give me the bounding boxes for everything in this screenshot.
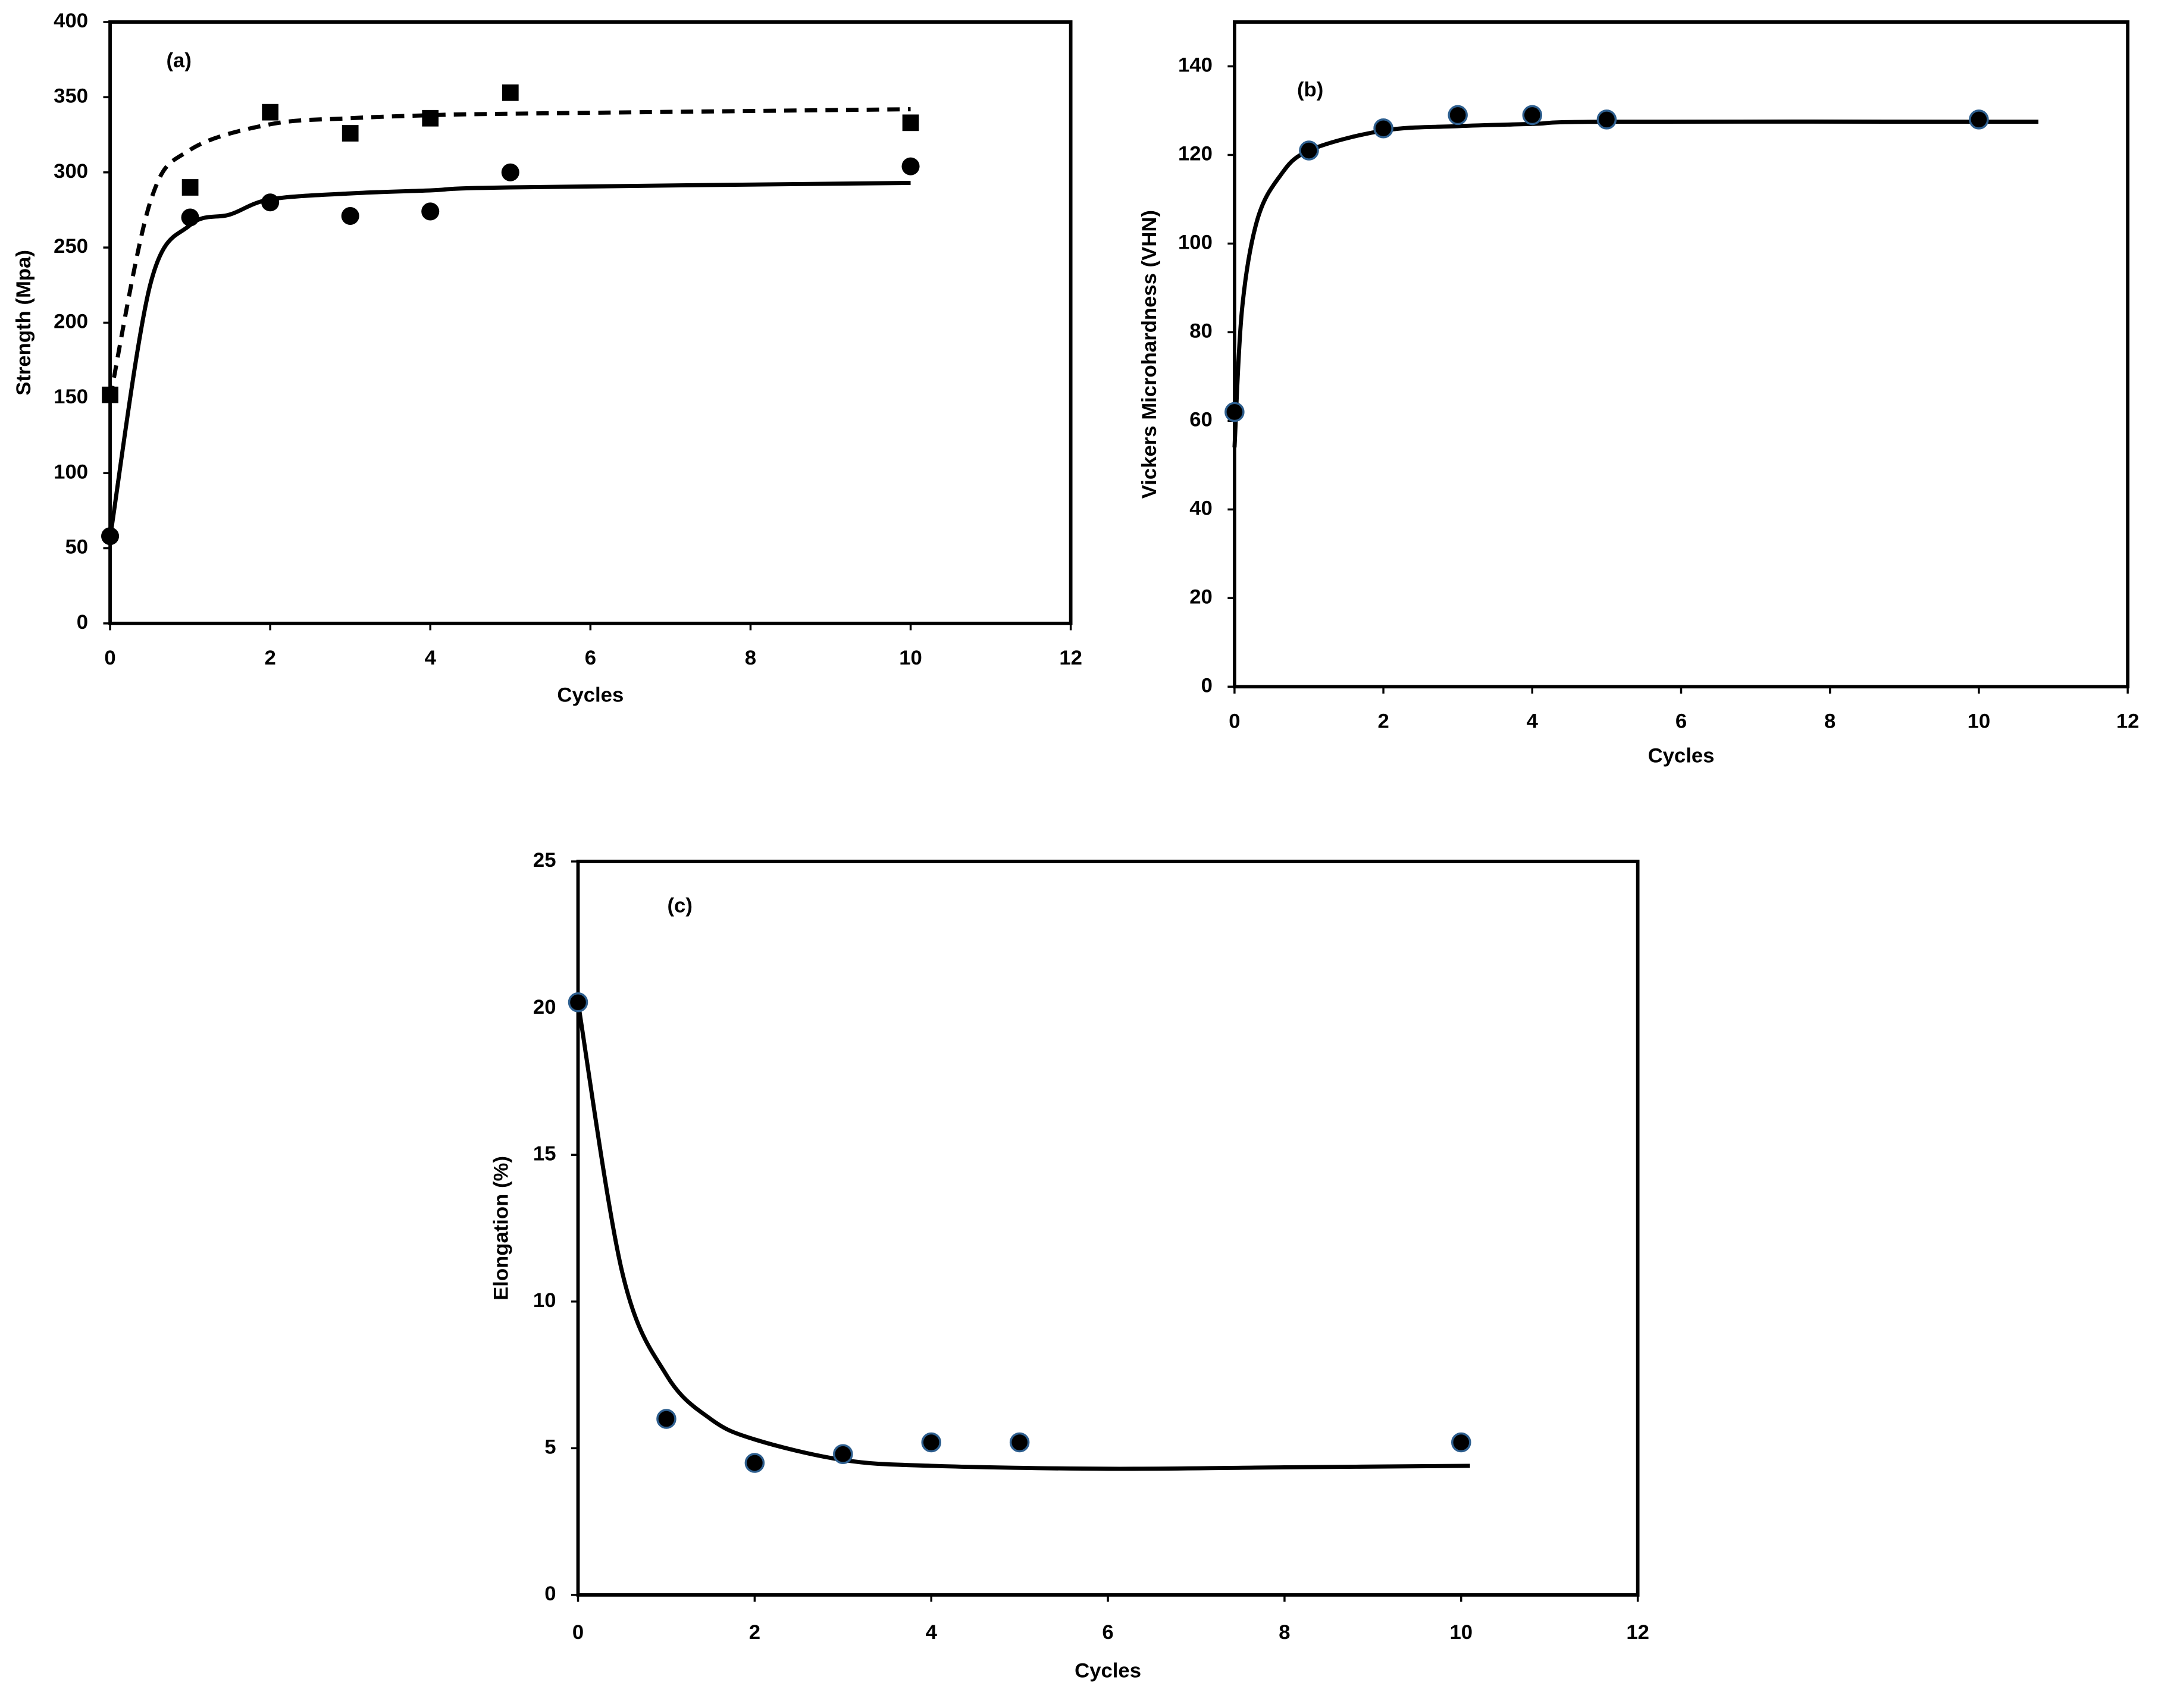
y-tick-label: 350 [54, 85, 88, 108]
x-axis-label: Cycles [1075, 1660, 1141, 1682]
fit-line [1232, 119, 2038, 448]
marker [1969, 109, 1989, 130]
y-tick-label: 300 [54, 160, 88, 183]
x-tick-label: 0 [104, 647, 115, 669]
marker [501, 163, 519, 181]
y-tick-label: 25 [533, 849, 556, 872]
x-tick-label: 10 [1968, 710, 1991, 733]
y-tick-label: 40 [1189, 497, 1213, 519]
x-tick-label: 8 [1279, 1621, 1290, 1644]
marker [833, 1444, 853, 1464]
y-tick-label: 140 [1178, 54, 1213, 77]
marker [902, 114, 919, 131]
marker [1224, 402, 1245, 422]
marker [261, 193, 280, 212]
x-tick-label: 6 [585, 647, 596, 669]
y-tick-label: 60 [1189, 409, 1213, 431]
x-tick-label: 4 [1527, 710, 1539, 733]
y-axis-label: Strength (Mpa) [12, 250, 35, 396]
x-tick-label: 8 [745, 647, 756, 669]
fit-line [108, 107, 911, 399]
x-tick-label: 12 [1626, 1621, 1649, 1644]
marker [568, 992, 588, 1013]
marker [921, 1432, 941, 1453]
y-axis-label: Elongation (%) [490, 1156, 512, 1300]
x-tick-label: 2 [749, 1621, 760, 1644]
panel-label: (b) [1297, 79, 1323, 101]
marker [102, 386, 118, 403]
marker [421, 202, 440, 221]
y-tick-label: 5 [544, 1436, 556, 1459]
y-tick-label: 15 [533, 1142, 556, 1165]
x-tick-label: 12 [2116, 710, 2140, 733]
x-tick-label: 6 [1102, 1621, 1113, 1644]
marker [1373, 118, 1393, 139]
plot-frame [576, 860, 1640, 1597]
plot-frame [108, 20, 1073, 625]
x-tick-label: 10 [899, 647, 922, 669]
y-tick-label: 20 [533, 996, 556, 1018]
y-tick-label: 200 [54, 311, 88, 333]
y-tick-label: 250 [54, 235, 88, 258]
y-tick-label: 10 [533, 1289, 556, 1312]
y-tick-label: 0 [1201, 674, 1213, 697]
y-axis-label: Vickers Microhardness (VHN) [1138, 210, 1161, 499]
marker [1448, 105, 1468, 126]
x-tick-label: 8 [1824, 710, 1836, 733]
marker [262, 104, 279, 121]
marker [1596, 109, 1617, 130]
x-axis-label: Cycles [557, 684, 624, 707]
marker [1451, 1432, 1471, 1453]
marker [656, 1409, 676, 1429]
panel-label: (c) [667, 895, 692, 917]
x-tick-label: 0 [1229, 710, 1240, 733]
x-tick-label: 4 [425, 647, 437, 669]
y-tick-label: 50 [65, 536, 88, 559]
x-tick-label: 4 [926, 1621, 938, 1644]
plot-frame [1232, 20, 2130, 689]
x-tick-label: 0 [572, 1621, 584, 1644]
y-tick-label: 0 [77, 611, 88, 634]
marker [901, 157, 920, 175]
marker [342, 125, 359, 142]
marker [744, 1453, 765, 1473]
y-tick-label: 80 [1189, 320, 1213, 343]
x-tick-label: 10 [1449, 1621, 1473, 1644]
x-tick-label: 6 [1675, 710, 1687, 733]
fit-line [576, 1002, 1470, 1471]
y-tick-label: 20 [1189, 585, 1213, 608]
marker [422, 109, 439, 127]
x-tick-label: 2 [1377, 710, 1389, 733]
fit-line [108, 180, 911, 538]
marker [181, 179, 199, 196]
panel-label: (a) [167, 49, 192, 72]
marker [341, 206, 359, 225]
x-axis-label: Cycles [1648, 744, 1715, 767]
x-tick-label: 2 [264, 647, 275, 669]
y-tick-label: 120 [1178, 143, 1213, 165]
marker [181, 208, 199, 227]
y-tick-label: 100 [54, 460, 88, 483]
x-tick-label: 12 [1059, 647, 1082, 669]
marker [101, 527, 120, 546]
marker [1522, 105, 1543, 126]
y-tick-label: 150 [54, 386, 88, 408]
y-tick-label: 100 [1178, 231, 1213, 254]
y-tick-label: 0 [544, 1582, 556, 1605]
marker [1009, 1432, 1030, 1453]
marker [1299, 140, 1319, 161]
marker [502, 84, 519, 101]
y-tick-label: 400 [54, 10, 88, 32]
